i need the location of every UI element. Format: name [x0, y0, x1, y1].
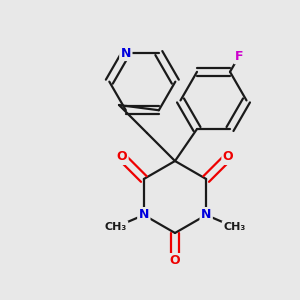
Text: O: O: [116, 151, 127, 164]
Text: O: O: [223, 151, 233, 164]
Text: N: N: [121, 46, 131, 60]
Text: CH₃: CH₃: [105, 222, 127, 232]
Text: CH₃: CH₃: [223, 222, 245, 232]
Text: F: F: [235, 50, 243, 63]
Text: N: N: [201, 208, 211, 221]
Text: O: O: [170, 254, 180, 268]
Text: N: N: [139, 208, 149, 221]
